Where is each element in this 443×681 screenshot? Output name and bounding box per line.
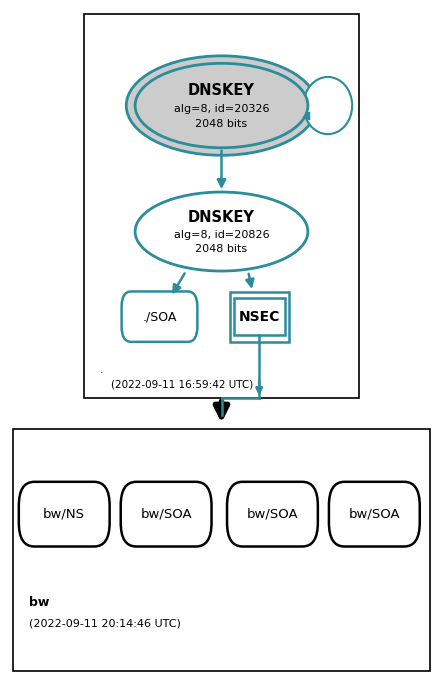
FancyBboxPatch shape [84, 14, 359, 398]
FancyBboxPatch shape [13, 429, 430, 671]
Text: alg=8, id=20826: alg=8, id=20826 [174, 230, 269, 240]
Ellipse shape [135, 192, 308, 271]
Text: alg=8, id=20326: alg=8, id=20326 [174, 104, 269, 114]
Text: DNSKEY: DNSKEY [188, 210, 255, 225]
Text: bw/SOA: bw/SOA [349, 507, 400, 521]
FancyBboxPatch shape [120, 482, 211, 546]
FancyBboxPatch shape [229, 291, 288, 341]
Text: 2048 bits: 2048 bits [195, 244, 248, 254]
Text: ./SOA: ./SOA [142, 310, 177, 323]
Ellipse shape [126, 56, 317, 155]
FancyBboxPatch shape [227, 482, 318, 546]
FancyBboxPatch shape [233, 298, 284, 336]
Text: bw/SOA: bw/SOA [140, 507, 192, 521]
FancyBboxPatch shape [19, 482, 109, 546]
Text: (2022-09-11 20:14:46 UTC): (2022-09-11 20:14:46 UTC) [29, 618, 181, 628]
FancyBboxPatch shape [329, 482, 420, 546]
Ellipse shape [303, 77, 352, 134]
Text: ·: · [100, 368, 104, 378]
FancyBboxPatch shape [121, 291, 197, 342]
Text: bw/SOA: bw/SOA [247, 507, 298, 521]
Text: DNSKEY: DNSKEY [188, 83, 255, 98]
Text: 2048 bits: 2048 bits [195, 119, 248, 129]
Text: bw: bw [29, 596, 49, 609]
Text: (2022-09-11 16:59:42 UTC): (2022-09-11 16:59:42 UTC) [111, 380, 253, 390]
Text: bw/NS: bw/NS [43, 507, 85, 521]
Text: NSEC: NSEC [238, 310, 280, 323]
Ellipse shape [135, 63, 308, 148]
